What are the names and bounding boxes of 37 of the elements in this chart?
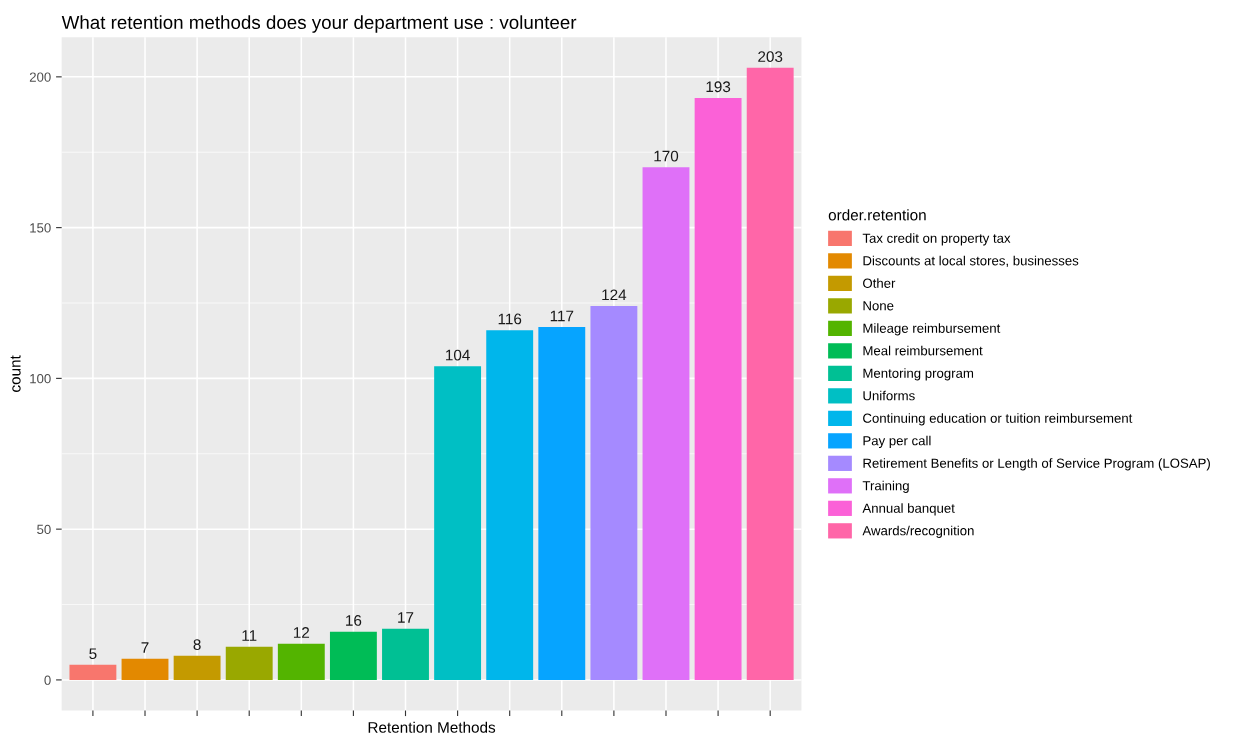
legend-label: Awards/recognition — [862, 525, 974, 538]
y-tick-label: 0 — [44, 675, 51, 685]
data-label: 193 — [706, 81, 731, 93]
data-label: 12 — [293, 627, 310, 638]
data-label: 170 — [654, 150, 679, 162]
legend-label: Training — [862, 480, 909, 493]
x-axis-title: Retention Methods — [368, 721, 496, 733]
legend-label: Pay per call — [863, 435, 931, 448]
data-label: 8 — [193, 639, 201, 650]
data-label: 17 — [398, 612, 414, 623]
chart-title: What retention methods does your department use : volunteer — [61, 15, 577, 33]
y-axis-title: count — [10, 355, 21, 392]
legend-label: Tax credit on property tax — [862, 233, 1011, 246]
data-label: 104 — [446, 349, 470, 361]
legend-label: Continuing education or tuition reimbursement — [863, 413, 1133, 426]
legend-label: Uniforms — [863, 390, 915, 401]
legend-label: Annual banquet — [862, 503, 955, 516]
legend-label: Retirement Benefits or Length of Service Program (LOSAP) — [863, 458, 1210, 471]
legend-label: Mentoring program — [863, 368, 974, 381]
data-label: 116 — [498, 313, 522, 325]
y-tick-label: 200 — [29, 72, 51, 82]
y-tick-label: 100 — [30, 373, 51, 384]
data-label: 11 — [242, 630, 257, 641]
data-label: 117 — [550, 310, 574, 322]
data-label: 5 — [89, 648, 97, 660]
data-label: 7 — [141, 642, 149, 653]
data-label: 203 — [758, 51, 783, 63]
y-tick-label: 150 — [30, 223, 51, 233]
legend-label: Mileage reimbursement — [863, 323, 1001, 336]
data-label: 124 — [602, 289, 627, 301]
data-label: 16 — [346, 615, 362, 626]
legend-title: order.retention — [828, 209, 926, 221]
legend-label: Other — [863, 278, 896, 288]
y-tick-label: 50 — [37, 524, 51, 535]
legend-label: Discounts at local stores, businesses — [863, 255, 1079, 267]
legend-label: None — [863, 301, 894, 311]
legend-label: Meal reimbursement — [863, 345, 983, 356]
